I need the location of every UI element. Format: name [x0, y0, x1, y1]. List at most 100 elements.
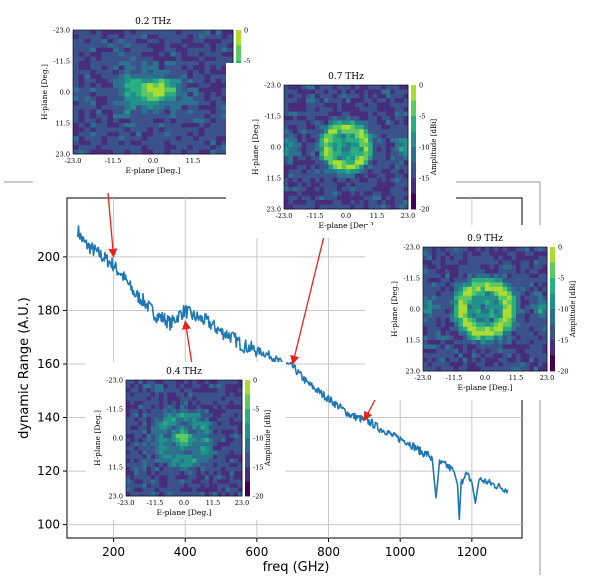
heatmap-cell: [394, 173, 400, 179]
heatmap-cell: [520, 269, 526, 274]
colorbar-cell: [550, 319, 555, 325]
heatmap-cell: [196, 404, 201, 410]
heatmap-cell: [458, 269, 464, 274]
heatmap-cell: [130, 487, 135, 493]
heatmap-cell: [390, 186, 396, 192]
heatmap-cell: [84, 140, 91, 146]
inset-x-axis-label: E-plane [Deg.]: [157, 508, 212, 517]
heatmap-cell: [476, 300, 481, 305]
heatmap-cell: [217, 450, 222, 455]
heatmap-cell: [323, 195, 329, 201]
heatmap-cell: [126, 467, 131, 472]
heatmap-cell: [187, 96, 194, 102]
heatmap-cell: [179, 384, 185, 389]
heatmap-cell: [319, 98, 325, 104]
heatmap-cell: [150, 487, 156, 493]
heatmap-cell: [292, 85, 298, 90]
heatmap-cell: [135, 105, 142, 111]
heatmap-cell: [337, 186, 342, 192]
heatmap-cell: [210, 47, 217, 53]
heatmap-cell: [167, 458, 172, 464]
heatmap-cell: [225, 438, 230, 443]
heatmap-cell: [158, 114, 165, 119]
heatmap-cell: [480, 362, 486, 367]
heatmap-cell: [163, 438, 168, 443]
heatmap-cell: [184, 392, 189, 397]
heatmap-cell: [113, 118, 120, 124]
heatmap-cell: [328, 173, 334, 179]
heatmap-cell: [155, 380, 160, 385]
heatmap-cell: [363, 147, 369, 152]
heatmap-cell: [381, 147, 387, 152]
heatmap-cell: [288, 164, 294, 170]
heatmap-cell: [297, 147, 303, 152]
heatmap-cell: [520, 348, 526, 354]
heatmap-cell: [113, 69, 120, 75]
heatmap-cell: [538, 260, 543, 266]
heatmap-cell: [73, 83, 80, 88]
heatmap-cell: [381, 133, 387, 139]
heatmap-cell: [78, 78, 85, 84]
colorbar-cell: [236, 50, 241, 57]
heatmap-cell: [196, 487, 201, 493]
heatmap-cell: [431, 300, 437, 305]
heatmap-cell: [363, 160, 369, 166]
heatmap-cell: [167, 438, 172, 443]
heatmap-cell: [520, 300, 526, 305]
heatmap-cell: [476, 255, 481, 261]
heatmap-cell: [301, 151, 307, 157]
heatmap-cell: [480, 304, 486, 310]
colorbar-cell: [411, 85, 416, 91]
heatmap-cell: [164, 149, 171, 155]
heatmap-cell: [354, 102, 360, 108]
colorbar-cell: [411, 131, 416, 138]
heatmap-cell: [134, 467, 139, 472]
heatmap-cell: [394, 98, 400, 104]
heatmap-cell: [208, 388, 214, 393]
heatmap-cell: [511, 247, 517, 252]
heatmap-cell: [184, 409, 189, 414]
heatmap-cell: [489, 247, 495, 252]
x-tick-label: 800: [317, 545, 340, 559]
heatmap-cell: [221, 417, 226, 422]
heatmap-cell: [297, 178, 303, 183]
heatmap-cell: [187, 56, 194, 62]
heatmap-cell: [208, 409, 214, 414]
heatmap-cell: [385, 124, 391, 130]
heatmap-cell: [542, 366, 548, 372]
heatmap-cell: [221, 96, 228, 102]
heatmap-cell: [436, 340, 442, 345]
heatmap-cell: [292, 129, 298, 135]
heatmap-cell: [323, 129, 329, 135]
heatmap-cell: [204, 74, 211, 80]
heatmap-cell: [210, 34, 217, 40]
heatmap-cell: [200, 421, 206, 426]
heatmap-cell: [542, 326, 548, 332]
heatmap-cell: [288, 147, 294, 152]
heatmap-cell: [208, 429, 214, 435]
heatmap-cell: [153, 140, 160, 146]
heatmap-cell: [181, 109, 188, 115]
heatmap-cell: [498, 255, 504, 261]
heatmap-cell: [341, 173, 347, 179]
heatmap-cell: [480, 353, 486, 359]
heatmap-cell: [363, 182, 369, 188]
heatmap-cell: [159, 425, 164, 431]
heatmap-cell: [493, 309, 499, 314]
heatmap-cell: [138, 446, 143, 451]
heatmap-cell: [188, 380, 193, 385]
heatmap-cell: [516, 326, 521, 332]
heatmap-cell: [153, 74, 160, 80]
heatmap-cell: [78, 30, 85, 35]
heatmap-cell: [95, 149, 102, 155]
inset-x-tick-label: -11.5: [147, 499, 164, 507]
heatmap-cell: [337, 195, 342, 201]
heatmap-cell: [221, 118, 228, 124]
heatmap-cell: [147, 149, 154, 155]
heatmap-cell: [315, 102, 320, 108]
heatmap-cell: [138, 404, 143, 410]
heatmap-cell: [188, 400, 193, 406]
heatmap-cell: [328, 111, 334, 117]
heatmap-cell: [225, 450, 230, 455]
heatmap-cell: [158, 34, 165, 40]
